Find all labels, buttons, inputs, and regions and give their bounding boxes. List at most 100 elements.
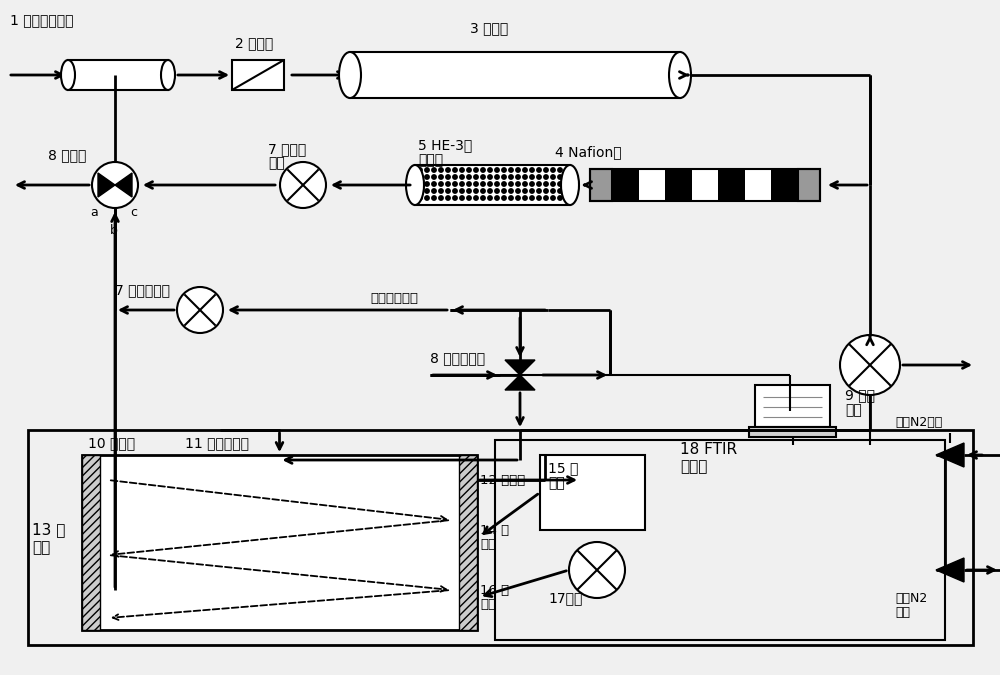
Circle shape <box>544 182 548 186</box>
Bar <box>612 169 639 201</box>
Bar <box>771 169 798 201</box>
Circle shape <box>523 196 527 200</box>
Circle shape <box>432 175 436 179</box>
Circle shape <box>551 182 555 186</box>
Circle shape <box>453 175 457 179</box>
Circle shape <box>509 182 513 186</box>
Circle shape <box>495 175 499 179</box>
Circle shape <box>565 182 569 186</box>
Circle shape <box>425 175 429 179</box>
Polygon shape <box>936 558 964 582</box>
Circle shape <box>446 175 450 179</box>
Circle shape <box>551 175 555 179</box>
Circle shape <box>488 168 492 172</box>
Circle shape <box>418 189 422 193</box>
Circle shape <box>565 189 569 193</box>
Circle shape <box>425 182 429 186</box>
Text: 测器: 测器 <box>548 476 565 490</box>
Circle shape <box>537 175 541 179</box>
Circle shape <box>509 189 513 193</box>
Text: 17光源: 17光源 <box>548 591 582 605</box>
Circle shape <box>92 162 138 208</box>
Bar <box>28 430 973 645</box>
Bar <box>639 169 665 201</box>
Text: 5 HE-3型: 5 HE-3型 <box>418 138 472 152</box>
Circle shape <box>502 189 506 193</box>
Circle shape <box>544 168 548 172</box>
Circle shape <box>495 168 499 172</box>
Circle shape <box>495 182 499 186</box>
Text: b: b <box>110 223 118 236</box>
Bar <box>540 455 645 530</box>
Bar <box>749 427 836 437</box>
Text: 4 Nafion管: 4 Nafion管 <box>555 145 622 159</box>
Polygon shape <box>115 173 132 197</box>
Circle shape <box>439 196 443 200</box>
Circle shape <box>488 196 492 200</box>
Bar <box>798 169 820 201</box>
Circle shape <box>565 196 569 200</box>
Text: 13 密: 13 密 <box>32 522 65 537</box>
Circle shape <box>481 196 485 200</box>
Circle shape <box>544 196 548 200</box>
Circle shape <box>474 189 478 193</box>
Ellipse shape <box>339 52 361 98</box>
Circle shape <box>453 196 457 200</box>
Circle shape <box>544 175 548 179</box>
Text: 12 出气口: 12 出气口 <box>480 473 525 487</box>
Bar <box>350 52 680 98</box>
Polygon shape <box>98 173 115 197</box>
Circle shape <box>558 182 562 186</box>
Circle shape <box>474 182 478 186</box>
Text: 8 三通阀: 8 三通阀 <box>48 148 86 162</box>
Circle shape <box>446 182 450 186</box>
Circle shape <box>474 168 478 172</box>
Text: 量计: 量计 <box>268 156 285 170</box>
Text: c: c <box>130 205 137 219</box>
Text: 8 流量控制阀: 8 流量控制阀 <box>430 351 485 365</box>
Circle shape <box>439 168 443 172</box>
Circle shape <box>523 182 527 186</box>
Circle shape <box>516 196 520 200</box>
Circle shape <box>280 162 326 208</box>
Circle shape <box>467 196 471 200</box>
Circle shape <box>551 168 555 172</box>
Circle shape <box>537 189 541 193</box>
Circle shape <box>516 175 520 179</box>
Circle shape <box>446 168 450 172</box>
Circle shape <box>481 168 485 172</box>
Circle shape <box>516 168 520 172</box>
Bar <box>590 169 612 201</box>
Circle shape <box>516 182 520 186</box>
Circle shape <box>565 168 569 172</box>
Circle shape <box>502 182 506 186</box>
Ellipse shape <box>406 165 424 205</box>
Circle shape <box>453 168 457 172</box>
Circle shape <box>481 182 485 186</box>
Bar <box>495 440 945 640</box>
Text: 16 入: 16 入 <box>480 583 509 597</box>
Polygon shape <box>936 443 964 467</box>
Bar <box>745 169 771 201</box>
Circle shape <box>488 182 492 186</box>
Circle shape <box>460 189 464 193</box>
Circle shape <box>481 175 485 179</box>
Text: 标准气进气口: 标准气进气口 <box>370 292 418 304</box>
Circle shape <box>530 189 534 193</box>
Bar <box>692 169 718 201</box>
Circle shape <box>558 175 562 179</box>
Circle shape <box>418 182 422 186</box>
Circle shape <box>432 168 436 172</box>
Circle shape <box>537 182 541 186</box>
Circle shape <box>432 182 436 186</box>
Circle shape <box>502 175 506 179</box>
Circle shape <box>551 189 555 193</box>
Bar <box>590 169 820 201</box>
Circle shape <box>544 189 548 193</box>
Circle shape <box>460 196 464 200</box>
Circle shape <box>569 542 625 598</box>
Circle shape <box>530 196 534 200</box>
Text: 11 多次反射池: 11 多次反射池 <box>185 436 249 450</box>
Circle shape <box>488 189 492 193</box>
Circle shape <box>495 196 499 200</box>
